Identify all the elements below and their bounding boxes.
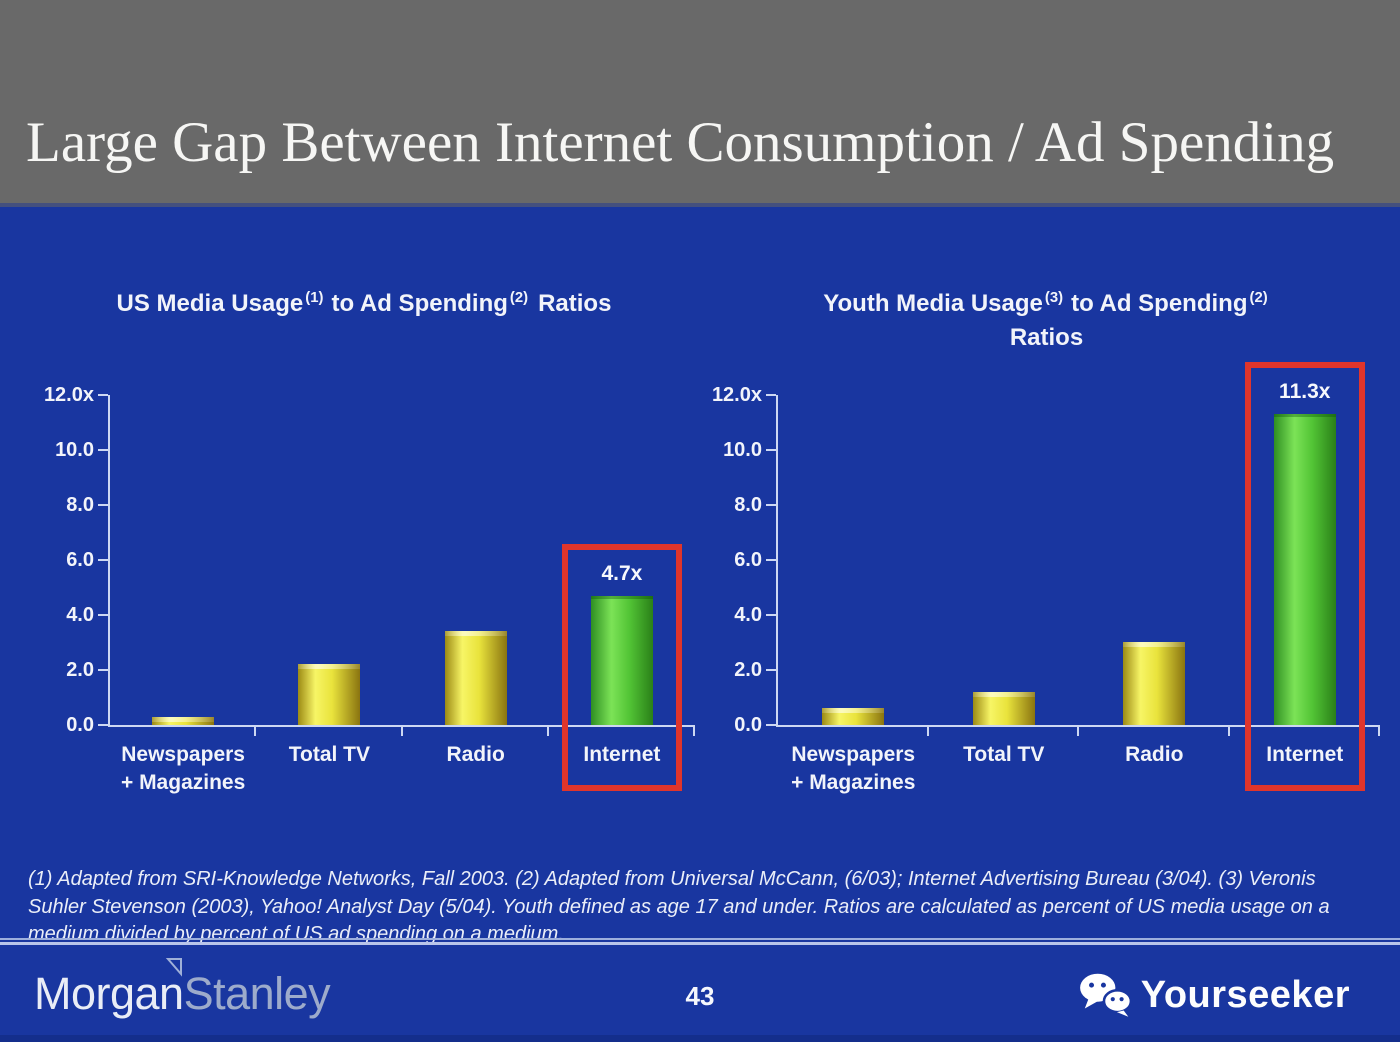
category-label-internet: Internet [1230, 741, 1381, 769]
y-axis-tick [98, 669, 108, 671]
y-axis-label: 4.0 [66, 604, 94, 626]
category-label-radio: Radio [1079, 741, 1230, 769]
x-axis-tick [1227, 727, 1230, 736]
y-axis-label: 8.0 [734, 494, 762, 516]
y-axis-label: 2.0 [734, 659, 762, 681]
x-axis-tick [1378, 727, 1380, 736]
y-axis-tick [766, 724, 776, 726]
y-axis-label: 0.0 [734, 714, 762, 736]
chart-us-media-usage-ratios: US Media Usage (1) to Ad Spending (2) Ratios… [30, 276, 698, 794]
y-axis-label: 6.0 [66, 549, 94, 571]
chart-title-text: to Ad Spending [1071, 290, 1248, 317]
y-axis-tick [98, 504, 108, 506]
highlight-red-box [561, 544, 682, 791]
bar-newspapers-magazines [822, 708, 885, 725]
y-axis-tick [98, 559, 108, 561]
category-label-radio: Radio [403, 741, 549, 769]
category-label-line: Internet [583, 743, 661, 766]
bar-total-tv [972, 692, 1035, 725]
category-label-total-tv: Total TV [929, 741, 1080, 769]
category-label-line: Internet [1266, 743, 1344, 766]
bar-internet [1273, 414, 1336, 725]
charts-row: US Media Usage (1) to Ad Spending (2) Ratios… [30, 276, 1395, 794]
y-axis-tick [98, 614, 108, 616]
brand-word-morgan: Morgan [34, 968, 184, 1019]
bar-total-tv [298, 664, 361, 725]
category-label-line: + Magazines [791, 771, 916, 795]
footnote: (1) Adapted from SRI-Knowledge Networks,… [28, 868, 1330, 946]
chart-youth-media-usage-ratios: Youth Media Usage (3) to Ad Spending (2) Rat… [698, 276, 1395, 794]
x-axis-tick [926, 727, 929, 736]
y-axis-tick [766, 614, 776, 616]
bar-internet [590, 596, 653, 725]
category-label-total-tv: Total TV [256, 741, 402, 769]
y-axis-tick [98, 394, 108, 396]
y-axis-label: 2.0 [66, 659, 94, 681]
brand-word-stanley: Stanley [183, 968, 331, 1019]
y-axis-label: 10.0 [723, 439, 762, 461]
category-label-newspapers-magazines: Newspapers + Magazines [778, 741, 929, 798]
slide-title: Large Gap Between Internet Consumption /… [26, 111, 1335, 174]
highlight-value-label: 4.7x [601, 562, 643, 585]
category-label-line: Newspapers [791, 743, 916, 766]
morgan-stanley-logo: MorganStanley [34, 958, 331, 1020]
watermark-label: Yourseeker [1140, 973, 1350, 1016]
y-axis-tick [766, 504, 776, 506]
y-axis-label: 12.0x [711, 384, 762, 406]
category-label-internet: Internet [549, 741, 695, 769]
y-axis-tick [766, 394, 776, 396]
footnote-ref-sup: (3) [1044, 290, 1064, 306]
y-axis-label: 6.0 [734, 549, 762, 571]
category-label-line: Radio [1125, 743, 1184, 766]
x-axis-tick [254, 727, 257, 736]
y-axis-label: 0.0 [66, 714, 94, 736]
y-axis-tick [98, 449, 108, 451]
wechat-icon [1079, 973, 1133, 1017]
page-number: 43 [685, 981, 715, 1011]
y-axis-label: 12.0x [43, 384, 94, 406]
y-axis-label: 8.0 [66, 494, 94, 516]
chart-title: Youth Media Usage (3) to Ad Spending (2) Rat… [698, 276, 1395, 395]
category-label-line: Radio [446, 743, 505, 766]
category-label-line: + Magazines [120, 771, 246, 795]
x-axis-tick [546, 727, 549, 736]
title-bar: Large Gap Between Internet Consumption /… [0, 0, 1400, 207]
plot-area: 12.0x 10.0 8.0 6.0 4.0 2.0 0.0 Newspapers + Maga… [712, 362, 1380, 794]
plot-area: 12.0x 10.0 8.0 6.0 4.0 2.0 0.0 Newspapers + Maga… [44, 384, 695, 794]
chart-title-text: Youth Media Usage [823, 290, 1043, 317]
y-axis-tick [98, 724, 108, 726]
category-label-line: Newspapers [121, 743, 245, 766]
footer: MorganStanley 43 Yourseeker [0, 946, 1400, 1042]
chart-title-text: Ratios [1009, 324, 1084, 352]
footnote-ref-sup: (2) [509, 290, 529, 306]
x-axis-tick [400, 727, 403, 736]
category-label-line: Total TV [963, 743, 1045, 766]
category-label-newspapers-magazines: Newspapers + Magazines [110, 741, 256, 798]
chart-title-text: to Ad Spending [331, 290, 508, 317]
highlight-red-box [1244, 362, 1365, 791]
y-axis-tick [766, 669, 776, 671]
y-axis-label: 10.0 [55, 439, 94, 461]
chart-title: US Media Usage (1) to Ad Spending (2) Ratios [30, 276, 698, 395]
footnote-ref-sup: (1) [305, 290, 324, 306]
y-axis-tick [766, 449, 776, 451]
bar-radio [444, 631, 507, 725]
highlight-value-label: 11.3x [1279, 380, 1331, 403]
bar-radio [1123, 642, 1186, 725]
footer-divider-line [0, 938, 1400, 946]
y-axis-tick [766, 559, 776, 561]
bar-newspapers-magazines [152, 717, 215, 725]
pennant-triangle-icon [165, 958, 182, 977]
chart-title-text: Ratios [538, 290, 612, 317]
y-axis-label: 4.0 [734, 604, 762, 626]
x-axis-tick [1077, 727, 1079, 736]
footnote-ref-sup: (2) [1249, 290, 1268, 306]
chart-title-text: US Media Usage [116, 290, 304, 317]
category-label-line: Total TV [288, 743, 371, 766]
x-axis-tick [693, 727, 695, 736]
yourseeker-watermark: Yourseeker [1077, 972, 1350, 1018]
